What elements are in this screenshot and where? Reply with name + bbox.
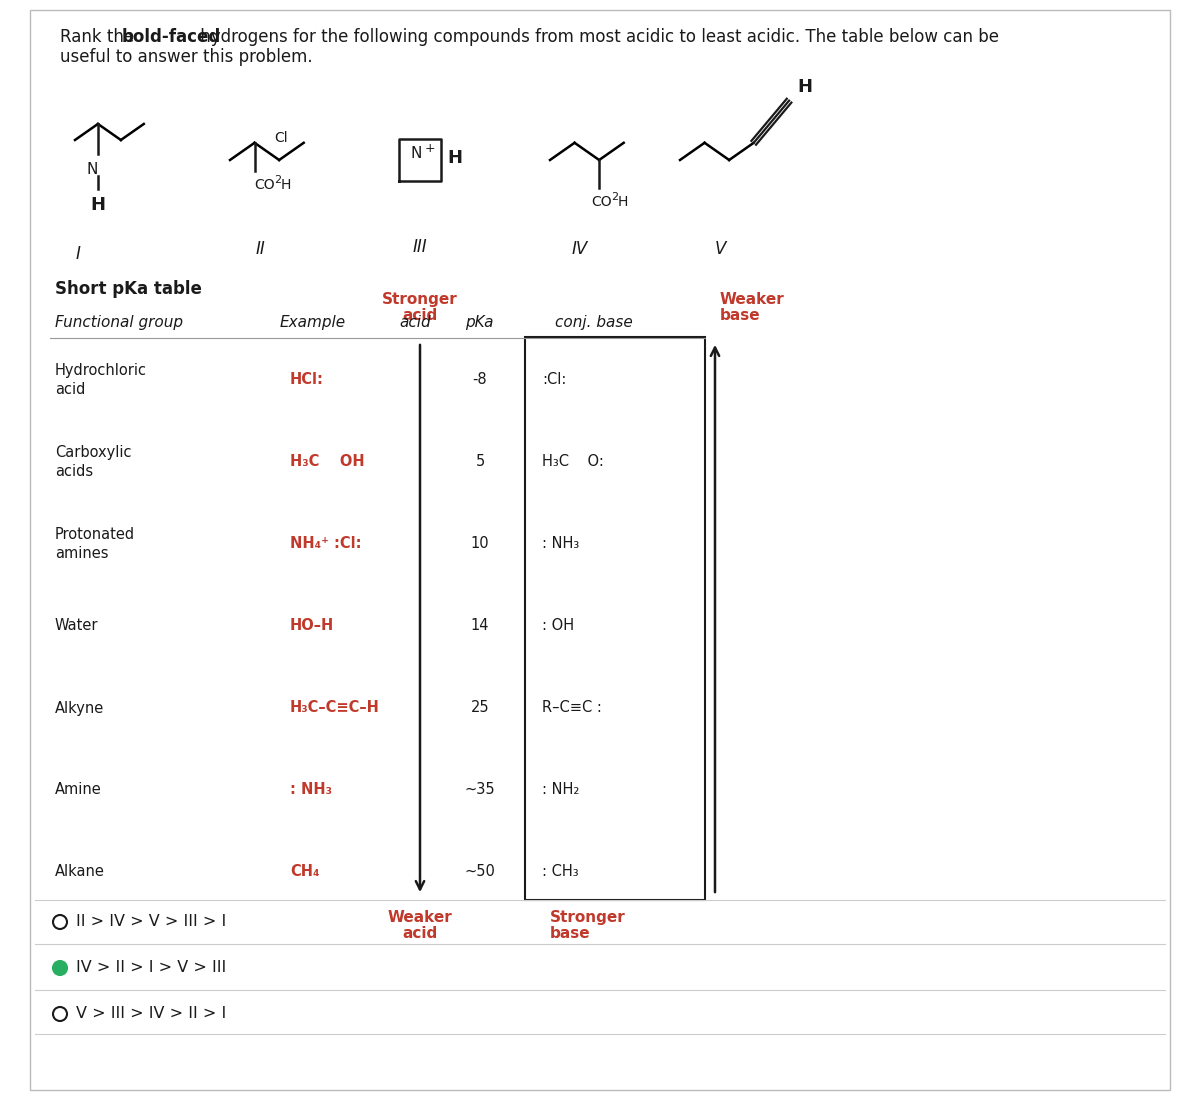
Text: useful to answer this problem.: useful to answer this problem. xyxy=(60,48,313,66)
Text: 14: 14 xyxy=(470,618,490,634)
Text: IV: IV xyxy=(572,240,588,258)
Text: V > III > IV > II > I: V > III > IV > II > I xyxy=(76,1006,227,1022)
Text: Carboxylic
acids: Carboxylic acids xyxy=(55,444,132,480)
Text: H: H xyxy=(617,195,628,209)
Text: H₃C    OH: H₃C OH xyxy=(290,454,365,470)
Text: Protonated
amines: Protonated amines xyxy=(55,527,136,561)
Text: IV > II > I > V > III: IV > II > I > V > III xyxy=(76,960,227,976)
Text: R–C≡C :: R–C≡C : xyxy=(542,701,602,715)
Text: CH₄: CH₄ xyxy=(290,865,319,880)
Text: Functional group: Functional group xyxy=(55,315,182,330)
Text: CO: CO xyxy=(592,195,612,209)
Text: H₃C–C≡C–H: H₃C–C≡C–H xyxy=(290,701,380,715)
Text: : NH₃: : NH₃ xyxy=(542,537,580,551)
Text: Short pKa table: Short pKa table xyxy=(55,280,202,298)
Text: V: V xyxy=(714,240,726,258)
Text: H: H xyxy=(446,148,462,167)
Text: Stronger: Stronger xyxy=(382,292,458,307)
Text: hydrogens for the following compounds from most acidic to least acidic. The tabl: hydrogens for the following compounds fr… xyxy=(194,28,998,46)
Text: NH₄⁺ :Cl:: NH₄⁺ :Cl: xyxy=(290,537,361,551)
Text: : OH: : OH xyxy=(542,618,574,634)
Text: Weaker: Weaker xyxy=(720,292,785,307)
Text: H: H xyxy=(90,196,106,213)
Text: Alkane: Alkane xyxy=(55,865,104,880)
Text: : CH₃: : CH₃ xyxy=(542,865,578,880)
Text: N: N xyxy=(410,146,421,162)
Text: :Cl:: :Cl: xyxy=(542,373,566,387)
Text: Alkyne: Alkyne xyxy=(55,701,104,715)
Text: base: base xyxy=(550,926,590,940)
Text: II > IV > V > III > I: II > IV > V > III > I xyxy=(76,914,227,929)
Text: Amine: Amine xyxy=(55,782,102,797)
Text: I: I xyxy=(76,245,80,263)
Text: H: H xyxy=(797,78,812,96)
Text: 25: 25 xyxy=(470,701,490,715)
Text: HO–H: HO–H xyxy=(290,618,335,634)
Text: acid: acid xyxy=(400,315,431,330)
Text: -8: -8 xyxy=(473,373,487,387)
Text: N: N xyxy=(86,162,97,177)
Text: 5: 5 xyxy=(475,454,485,470)
Text: H: H xyxy=(281,178,290,191)
Text: 10: 10 xyxy=(470,537,490,551)
Text: base: base xyxy=(720,308,761,323)
Text: 2: 2 xyxy=(275,175,282,185)
Text: Water: Water xyxy=(55,618,98,634)
Text: : NH₂: : NH₂ xyxy=(542,782,580,797)
Text: : NH₃: : NH₃ xyxy=(290,782,332,797)
Text: Cl: Cl xyxy=(275,131,288,145)
Text: Example: Example xyxy=(280,315,346,330)
Text: II: II xyxy=(256,240,265,258)
Text: Stronger: Stronger xyxy=(550,910,625,925)
Text: bold-faced: bold-faced xyxy=(122,28,221,46)
Text: ~50: ~50 xyxy=(464,865,496,880)
Text: Weaker: Weaker xyxy=(388,910,452,925)
Text: H₃C    O:: H₃C O: xyxy=(542,454,604,470)
Text: HCl:: HCl: xyxy=(290,373,324,387)
Text: III: III xyxy=(413,238,427,256)
Text: ~35: ~35 xyxy=(464,782,496,797)
Circle shape xyxy=(53,961,67,975)
Bar xyxy=(526,337,706,900)
Text: +: + xyxy=(425,142,436,154)
Text: CO: CO xyxy=(254,178,275,191)
Text: Hydrochloric
acid: Hydrochloric acid xyxy=(55,363,148,397)
Text: 2: 2 xyxy=(611,192,618,202)
Text: acid: acid xyxy=(402,926,438,940)
Text: conj. base: conj. base xyxy=(554,315,632,330)
Text: acid: acid xyxy=(402,308,438,323)
Text: Rank the: Rank the xyxy=(60,28,139,46)
Text: pKa: pKa xyxy=(466,315,493,330)
